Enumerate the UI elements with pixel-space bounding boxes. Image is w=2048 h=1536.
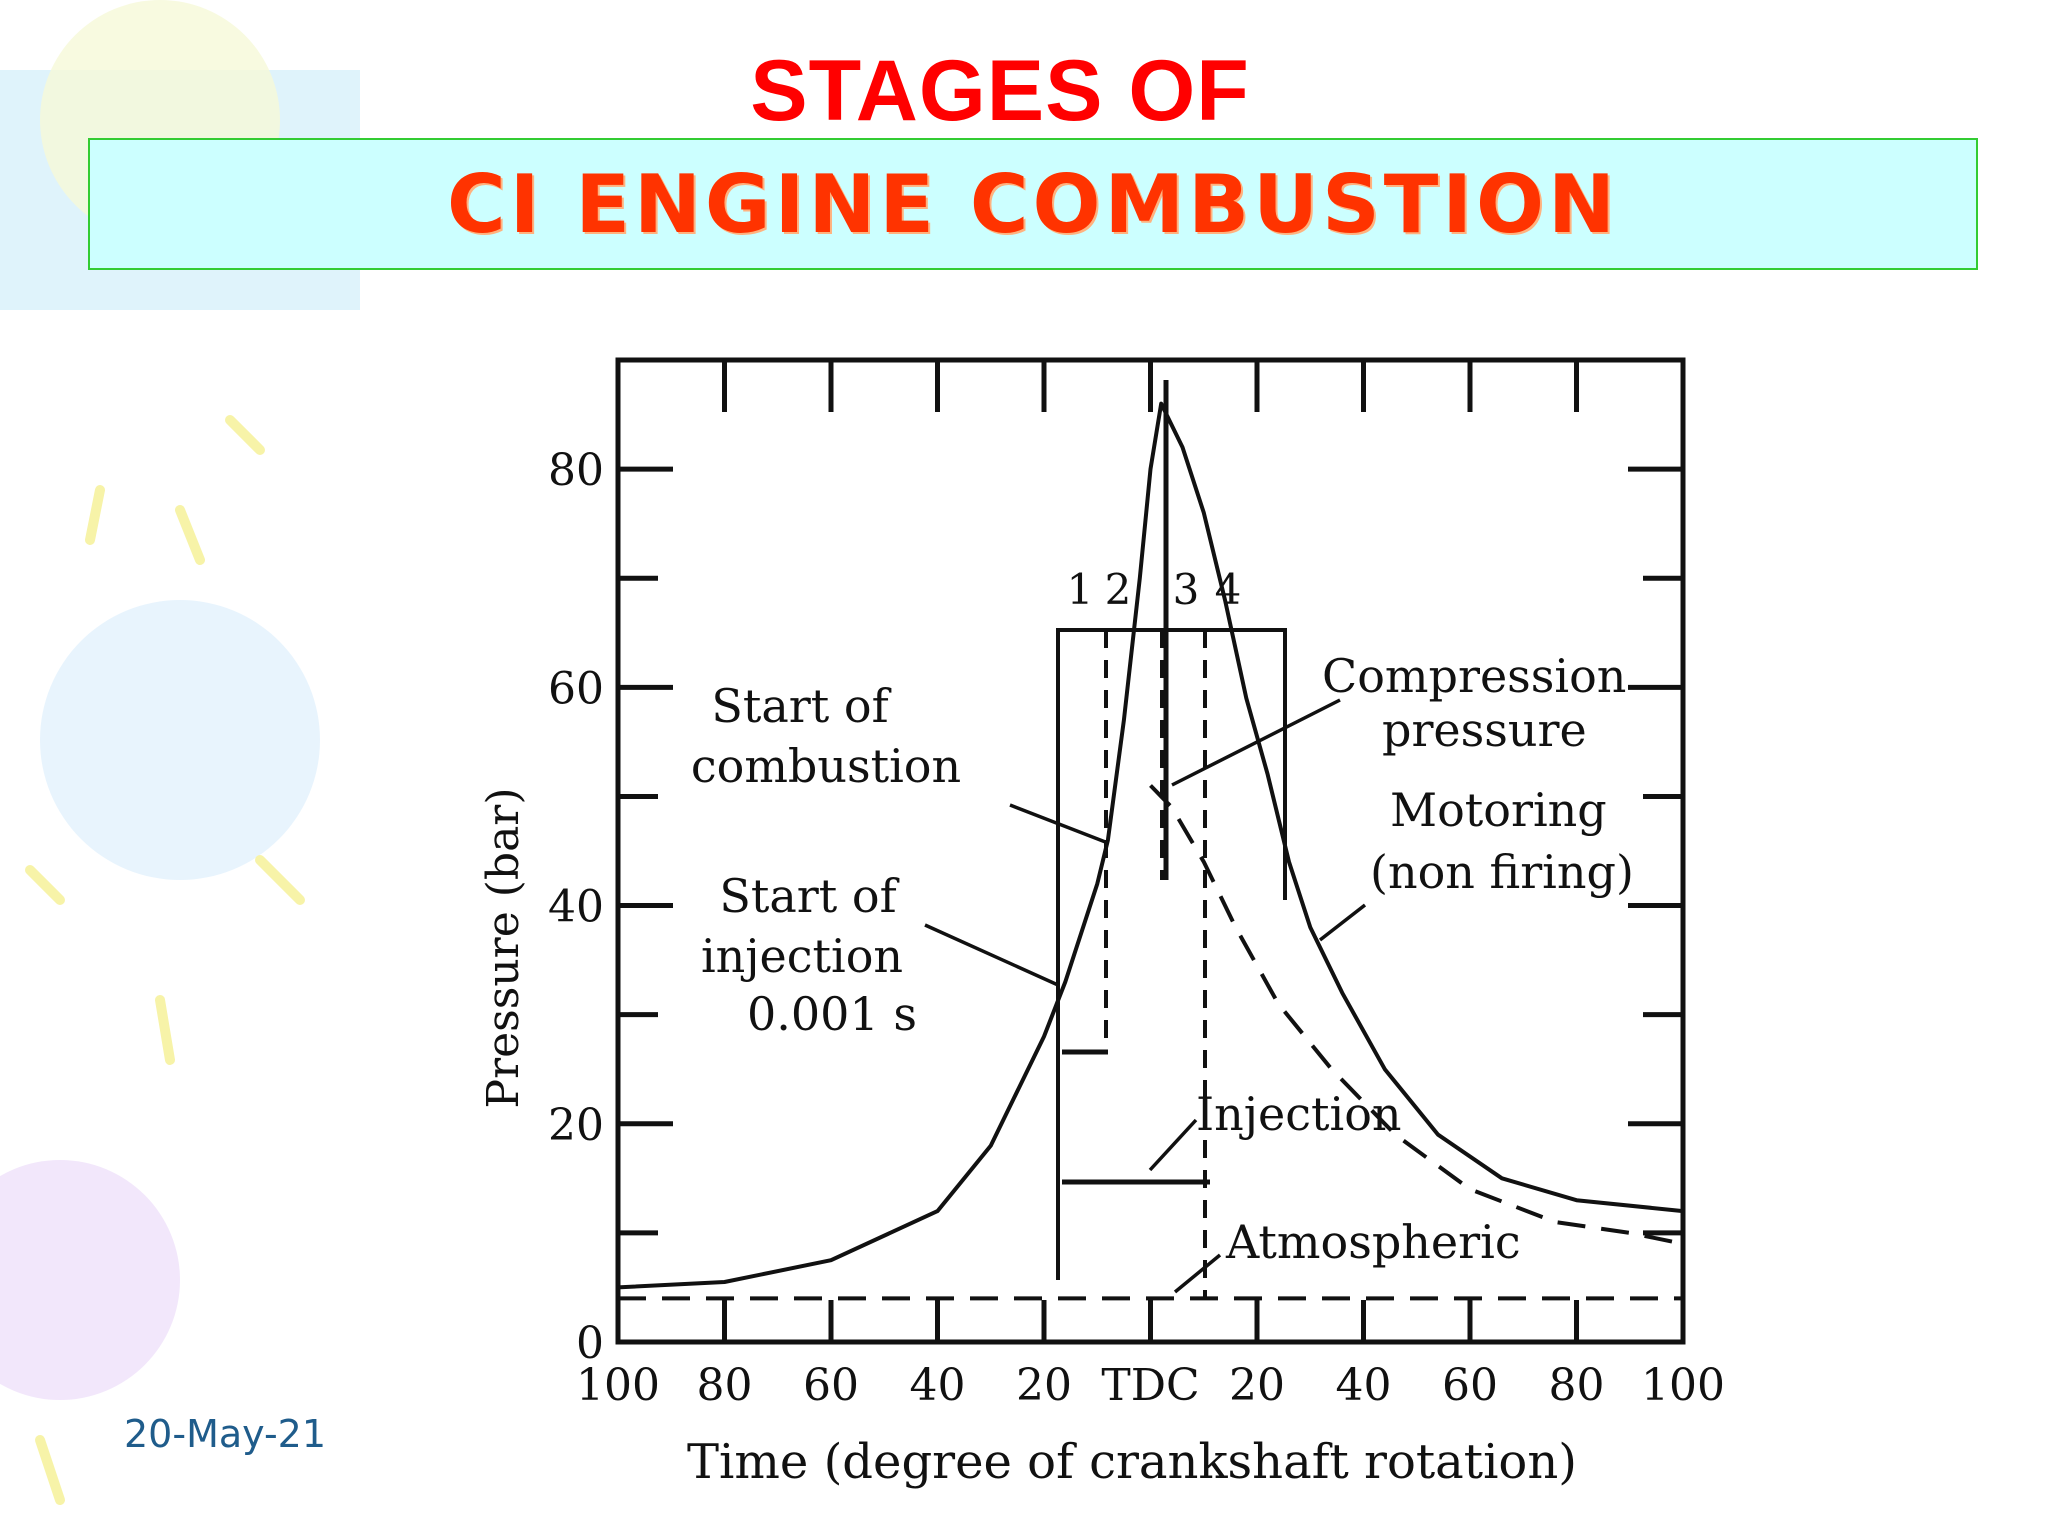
- series-line-1: [617, 401, 1684, 1290]
- x-tick-label: 100: [576, 1360, 660, 1411]
- annotation-atmospheric: Atmospheric: [1225, 1215, 1521, 1269]
- stage-bracket: [1056, 628, 1287, 1280]
- leader-start-combustion: [1009, 803, 1109, 845]
- x-axis-ticks: [722, 360, 1579, 1342]
- decor-balloon-purple: [0, 1160, 180, 1400]
- y-tick-label: 0: [576, 1318, 604, 1369]
- annotation-injection: Injection: [1196, 1087, 1402, 1141]
- annotation-start-injection-line3: 0.001 s: [747, 987, 917, 1041]
- annotation-start-combustion-line1: Start of: [711, 679, 891, 733]
- decor-balloon-blue: [40, 600, 320, 880]
- y-axis-ticks: [618, 466, 1683, 1236]
- slide-title: STAGES OF: [750, 43, 1250, 139]
- stage-markers: [1056, 380, 1287, 1300]
- x-tick-label: 60: [803, 1360, 859, 1411]
- y-axis-tick-labels: 0 20 40 60 80: [548, 445, 604, 1369]
- subtitle-box: CI ENGINE COMBUSTION: [88, 138, 1978, 270]
- x-tick-label: TDC: [1101, 1360, 1199, 1411]
- x-tick-label: 80: [1549, 1360, 1605, 1411]
- stage-label-3: 3: [1173, 565, 1200, 614]
- x-axis-tick-labels: 100 80 60 40 20 TDC 20 40 60 80 100: [576, 1360, 1725, 1411]
- x-tick-label: 60: [1442, 1360, 1498, 1411]
- x-tick-label: 20: [1229, 1360, 1285, 1411]
- x-tick-label: 40: [910, 1360, 966, 1411]
- decor-rays: [25, 415, 305, 1505]
- leader-injection: [1148, 1118, 1198, 1172]
- series-line-2: [1149, 784, 1684, 1246]
- annotation-motoring-line1: Motoring: [1390, 783, 1607, 837]
- y-tick-label: 80: [548, 445, 604, 496]
- x-tick-label: 100: [1641, 1360, 1725, 1411]
- leader-atmospheric: [1173, 1253, 1222, 1294]
- stage-label-2: 2: [1105, 565, 1132, 614]
- y-axis-label: Pressure (bar): [478, 788, 529, 1109]
- x-axis-label: Time (degree of crankshaft rotation): [687, 1434, 1577, 1490]
- slide-subtitle: CI ENGINE COMBUSTION: [447, 157, 1619, 251]
- annotation-motoring-line2: (non firing): [1370, 845, 1634, 899]
- x-tick-label: 40: [1336, 1360, 1392, 1411]
- stage-label-4: 4: [1215, 565, 1242, 614]
- leader-compression: [1171, 698, 1341, 787]
- annotation-start-injection-line1: Start of: [719, 869, 899, 923]
- leader-lines: [924, 698, 1367, 1294]
- leader-motoring: [1318, 903, 1367, 942]
- x-tick-label: 80: [697, 1360, 753, 1411]
- annotation-start-combustion-line2: combustion: [691, 739, 961, 793]
- y-tick-label: 20: [548, 1100, 604, 1151]
- slide-date: 20-May-21: [124, 1412, 327, 1456]
- series-layer: [617, 401, 1684, 1301]
- stage-label-1: 1: [1067, 565, 1094, 614]
- x-tick-label: 20: [1016, 1360, 1072, 1411]
- y-tick-label: 60: [548, 663, 604, 714]
- annotation-compression-line2: pressure: [1382, 703, 1587, 757]
- annotation-compression-line1: Compression: [1322, 649, 1626, 703]
- leader-start-injection: [924, 923, 1059, 987]
- y-tick-label: 40: [548, 882, 604, 933]
- annotation-start-injection-line2: injection: [701, 929, 903, 983]
